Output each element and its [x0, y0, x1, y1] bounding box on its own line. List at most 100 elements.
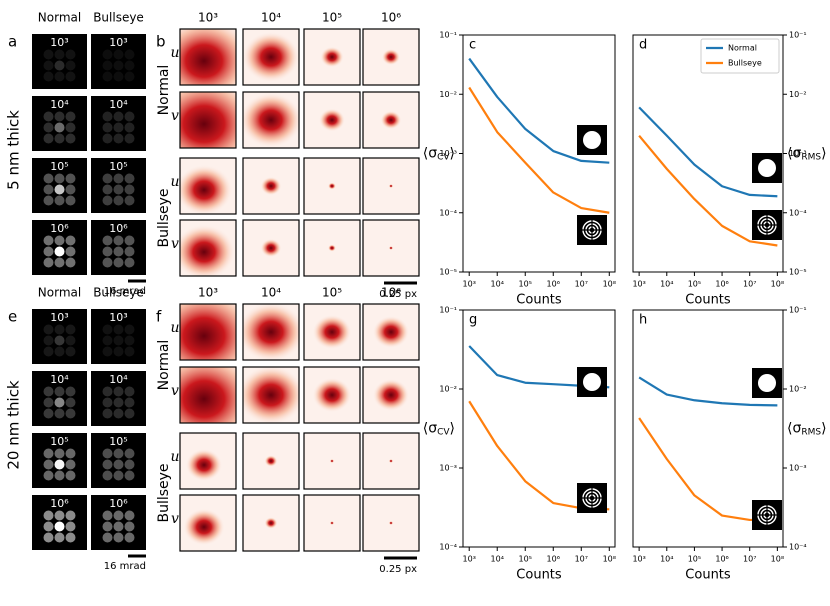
- image-frame: [303, 91, 361, 149]
- diffraction-disk: [124, 532, 135, 543]
- heatmap-image: [243, 29, 299, 85]
- diffraction-disk: [65, 246, 76, 257]
- y-axis-title-part: ⟨σ: [787, 146, 801, 162]
- y-tick-label: 10⁻¹: [439, 306, 457, 315]
- x-tick-label: 10⁷: [575, 280, 588, 289]
- image-frame: [362, 28, 420, 86]
- image-frame: [179, 432, 237, 490]
- diffraction-disk: [65, 71, 76, 82]
- central-disk: [54, 246, 65, 257]
- diffraction-disk: [102, 235, 113, 246]
- x-tick-label: 10⁵: [688, 280, 701, 289]
- diffraction-disk: [102, 324, 113, 335]
- count-label: 10³: [109, 311, 127, 324]
- group-label: Bullseye: [156, 463, 172, 522]
- heatmap-blob: [264, 517, 278, 529]
- scale-label: 0.25 px: [379, 289, 417, 300]
- column-header: Normal: [38, 11, 81, 25]
- x-tick-label: 10³: [632, 280, 645, 289]
- count-label: 10³: [109, 36, 127, 49]
- component-label: u: [170, 174, 179, 190]
- diffraction-disk: [102, 510, 113, 521]
- x-tick-label: 10⁴: [660, 280, 673, 289]
- heatmap-image: [243, 367, 299, 423]
- diffraction-disk: [43, 459, 54, 470]
- y-tick-label: 10⁻⁴: [439, 543, 457, 552]
- heatmap-blob: [328, 244, 336, 252]
- series-line: [638, 106, 778, 198]
- side-label: 5 nm thick: [5, 110, 23, 190]
- diffraction-image: 10⁴: [91, 371, 146, 426]
- heatmap-blob: [243, 31, 299, 83]
- diffraction-image: 10⁴: [32, 96, 87, 151]
- heatmap-image: [180, 304, 236, 360]
- group-label: Bullseye: [156, 188, 172, 247]
- count-label: 10⁶: [50, 222, 69, 235]
- y-axis-title: ⟨σRMS⟩: [787, 146, 827, 163]
- diffraction-disk: [54, 408, 65, 419]
- central-disk: [113, 335, 124, 346]
- count-label: 10⁴: [109, 98, 128, 111]
- diffraction-disk: [113, 71, 124, 82]
- heatmap-image: [304, 367, 360, 423]
- diffraction-disk: [65, 184, 76, 195]
- diffraction-image: 10⁴: [91, 96, 146, 151]
- diffraction-disk: [43, 397, 54, 408]
- central-disk: [54, 60, 65, 71]
- heatmap-blob: [312, 314, 352, 350]
- heatmap-image: [180, 367, 236, 423]
- heatmap-blob: [243, 367, 299, 423]
- image-background: [91, 371, 146, 426]
- diffraction-disk: [43, 335, 54, 346]
- x-tick-label: 10⁴: [660, 555, 673, 564]
- heatmap-image: [243, 158, 299, 214]
- heatmap-image: [363, 29, 419, 85]
- diffraction-disk: [65, 532, 76, 543]
- y-axis-title-part: ⟩: [821, 146, 826, 162]
- heatmap-blob: [388, 459, 394, 463]
- diffraction-image: 10³: [32, 309, 87, 364]
- column-header: 10⁶: [381, 11, 401, 25]
- panel-label: a: [8, 33, 17, 51]
- diffraction-disk: [124, 173, 135, 184]
- central-disk: [54, 397, 65, 408]
- y-axis-title: ⟨σRMS⟩: [787, 421, 827, 438]
- heatmap-image: [363, 304, 419, 360]
- diffraction-disk: [113, 257, 124, 268]
- diffraction-image: 10⁵: [91, 158, 146, 213]
- diffraction-disk: [43, 510, 54, 521]
- diffraction-disk: [113, 532, 124, 543]
- image-frame: [242, 366, 300, 424]
- diffraction-disk: [54, 71, 65, 82]
- column-header: 10³: [198, 286, 218, 300]
- image-frame: [179, 157, 237, 215]
- panel-label: g: [469, 313, 477, 328]
- image-frame: [303, 494, 361, 552]
- heatmap-blob: [180, 92, 236, 148]
- column-header: 10⁵: [322, 286, 342, 300]
- diffraction-disk: [113, 470, 124, 481]
- image-frame: [303, 432, 361, 490]
- diffraction-image: 10⁶: [91, 495, 146, 550]
- diffraction-disk: [102, 397, 113, 408]
- aperture-disk: [758, 159, 776, 177]
- diffraction-disk: [65, 60, 76, 71]
- aperture-disk: [583, 131, 601, 149]
- central-disk: [113, 60, 124, 71]
- diffraction-disk: [54, 111, 65, 122]
- diffraction-disk: [113, 133, 124, 144]
- heatmap-blob: [329, 459, 335, 463]
- heatmap-blob: [388, 184, 394, 188]
- y-axis-title-part: ⟩: [450, 421, 455, 437]
- diffraction-disk: [102, 184, 113, 195]
- diffraction-disk: [113, 173, 124, 184]
- diffraction-disk: [65, 324, 76, 335]
- image-frame: [242, 157, 300, 215]
- heatmap-image: [180, 433, 236, 489]
- image-background: [32, 309, 87, 364]
- y-tick-label: 10⁻¹: [789, 306, 807, 315]
- series-line: [468, 57, 610, 164]
- diffraction-disk: [43, 470, 54, 481]
- diffraction-disk: [54, 532, 65, 543]
- y-tick-label: 10⁻²: [789, 90, 807, 99]
